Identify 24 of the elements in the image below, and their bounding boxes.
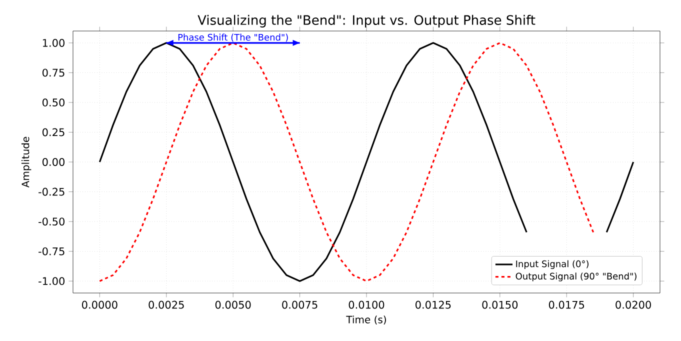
annotation: Phase Shift (The "Bend") (178, 34, 288, 42)
x-axis-title: Time (s) (346, 316, 386, 325)
legend-label: Output Signal (90° "Bend") (516, 272, 636, 282)
y-tick-label: -0.50 (38, 218, 64, 226)
legend-label: Input Signal (0°) (516, 260, 588, 269)
x-tick-label: 0.0150 (482, 300, 518, 309)
x-tick-label: 0.0200 (616, 300, 651, 309)
y-tick-label: -0.75 (38, 247, 64, 256)
x-tick-label: 0.0025 (148, 300, 184, 309)
x-tick-label: 0.0000 (82, 300, 118, 309)
chart-title: Visualizing the "Bend": Input vs. Output Phase Shift (198, 14, 536, 28)
x-tick-label: 0.0100 (348, 300, 384, 309)
x-tick-label: 0.0075 (282, 300, 318, 309)
x-tick-label: 0.0050 (215, 300, 251, 309)
y-axis-title: Amplitude (21, 136, 32, 188)
x-tick-label: 0.0175 (548, 300, 584, 309)
y-tick-label: 0.50 (42, 98, 64, 106)
y-tick-label: -1.00 (38, 277, 64, 286)
y-tick-label: 1.00 (42, 38, 64, 47)
y-tick-label: 0.25 (42, 128, 64, 136)
y-tick-label: 0.75 (42, 68, 64, 77)
y-tick-label: -0.25 (38, 188, 64, 196)
x-tick-label: 0.0125 (416, 300, 451, 309)
y-tick-label: 0.00 (42, 158, 64, 166)
